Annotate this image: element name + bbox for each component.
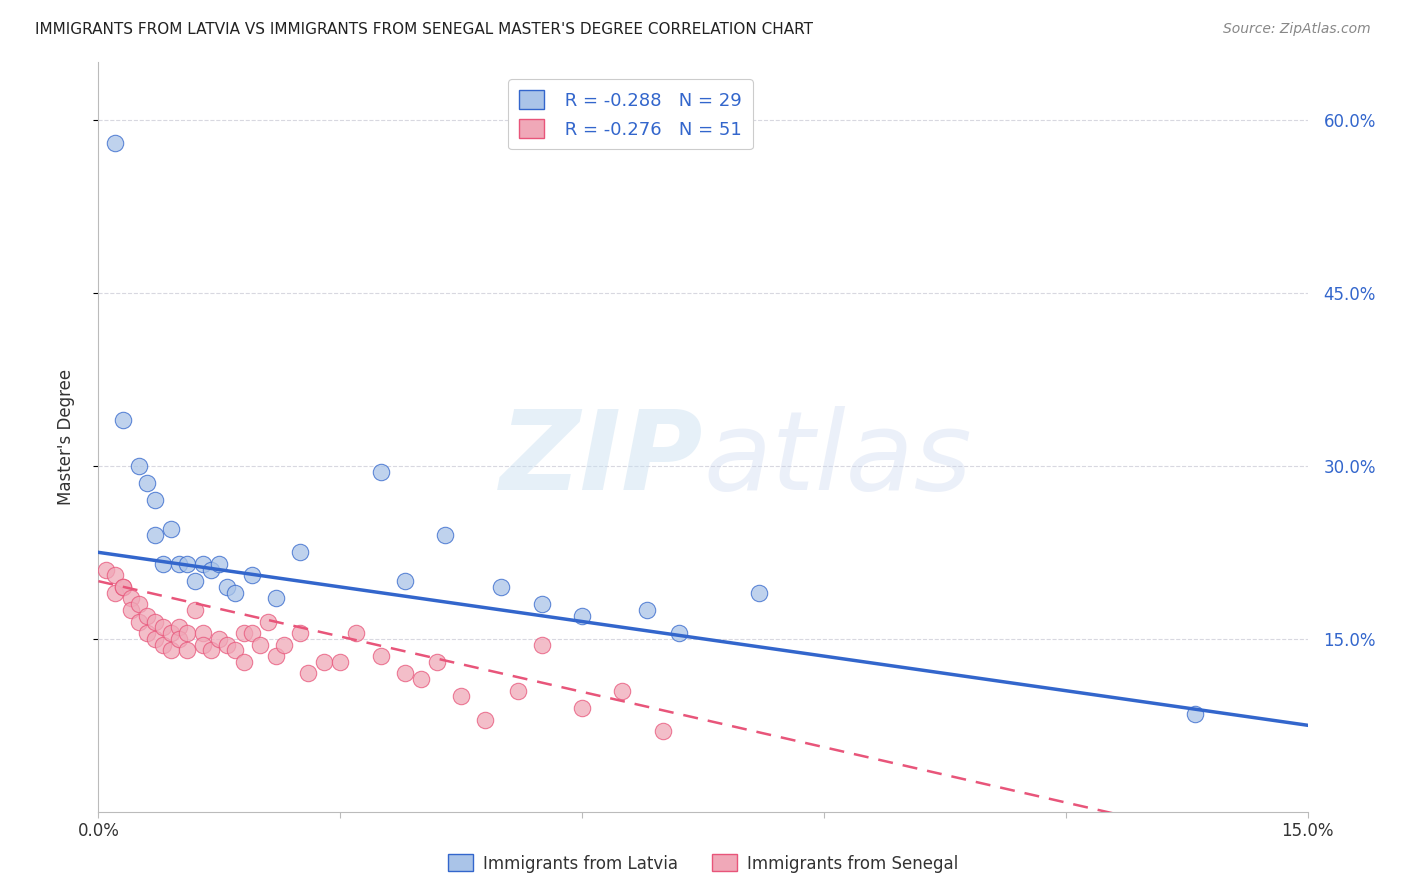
Point — [434, 528, 457, 542]
Point — [193, 626, 215, 640]
Point — [111, 580, 134, 594]
Point — [103, 136, 125, 150]
Point — [288, 626, 311, 640]
Point — [103, 585, 125, 599]
Point — [167, 557, 190, 571]
Point — [96, 563, 118, 577]
Point — [426, 655, 449, 669]
Point — [668, 626, 690, 640]
Point — [111, 580, 134, 594]
Y-axis label: Master's Degree: Master's Degree — [56, 369, 75, 505]
Point — [152, 557, 174, 571]
Point — [264, 649, 287, 664]
Point — [224, 585, 246, 599]
Point — [128, 597, 150, 611]
Point — [200, 563, 222, 577]
Point — [160, 522, 183, 536]
Point — [160, 643, 183, 657]
Point — [370, 649, 392, 664]
Point — [748, 585, 770, 599]
Point — [394, 666, 416, 681]
Point — [651, 724, 673, 739]
Text: IMMIGRANTS FROM LATVIA VS IMMIGRANTS FROM SENEGAL MASTER'S DEGREE CORRELATION CH: IMMIGRANTS FROM LATVIA VS IMMIGRANTS FRO… — [35, 22, 813, 37]
Point — [273, 638, 295, 652]
Point — [224, 643, 246, 657]
Point — [152, 620, 174, 634]
Point — [491, 580, 513, 594]
Point — [176, 643, 198, 657]
Point — [571, 608, 593, 623]
Point — [120, 603, 142, 617]
Point — [329, 655, 352, 669]
Point — [264, 591, 287, 606]
Point — [636, 603, 658, 617]
Point — [167, 632, 190, 646]
Point — [506, 683, 529, 698]
Point — [232, 655, 254, 669]
Legend:  R = -0.288   N = 29,  R = -0.276   N = 51: R = -0.288 N = 29, R = -0.276 N = 51 — [509, 79, 752, 150]
Point — [571, 701, 593, 715]
Point — [200, 643, 222, 657]
Point — [135, 476, 157, 491]
Point — [297, 666, 319, 681]
Point — [256, 615, 278, 629]
Point — [394, 574, 416, 589]
Point — [176, 626, 198, 640]
Point — [167, 620, 190, 634]
Legend: Immigrants from Latvia, Immigrants from Senegal: Immigrants from Latvia, Immigrants from … — [441, 847, 965, 880]
Point — [184, 574, 207, 589]
Point — [143, 632, 166, 646]
Text: atlas: atlas — [703, 406, 972, 513]
Point — [370, 465, 392, 479]
Point — [111, 413, 134, 427]
Point — [135, 608, 157, 623]
Text: ZIP: ZIP — [499, 406, 703, 513]
Point — [240, 568, 263, 582]
Point — [193, 557, 215, 571]
Point — [120, 591, 142, 606]
Point — [160, 626, 183, 640]
Point — [103, 568, 125, 582]
Point — [1184, 706, 1206, 721]
Point — [344, 626, 367, 640]
Point — [217, 638, 239, 652]
Point — [208, 632, 231, 646]
Point — [193, 638, 215, 652]
Point — [143, 615, 166, 629]
Point — [409, 672, 432, 686]
Point — [474, 713, 496, 727]
Point — [176, 557, 198, 571]
Point — [450, 690, 472, 704]
Point — [143, 493, 166, 508]
Point — [143, 528, 166, 542]
Point — [135, 626, 157, 640]
Point — [232, 626, 254, 640]
Point — [314, 655, 336, 669]
Point — [152, 638, 174, 652]
Point — [249, 638, 271, 652]
Point — [208, 557, 231, 571]
Point — [184, 603, 207, 617]
Point — [612, 683, 634, 698]
Point — [128, 458, 150, 473]
Point — [530, 638, 553, 652]
Point — [530, 597, 553, 611]
Point — [240, 626, 263, 640]
Text: Source: ZipAtlas.com: Source: ZipAtlas.com — [1223, 22, 1371, 37]
Point — [217, 580, 239, 594]
Point — [128, 615, 150, 629]
Point — [288, 545, 311, 559]
